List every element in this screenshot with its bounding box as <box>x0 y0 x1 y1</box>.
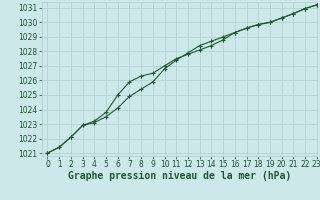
X-axis label: Graphe pression niveau de la mer (hPa): Graphe pression niveau de la mer (hPa) <box>68 171 291 181</box>
